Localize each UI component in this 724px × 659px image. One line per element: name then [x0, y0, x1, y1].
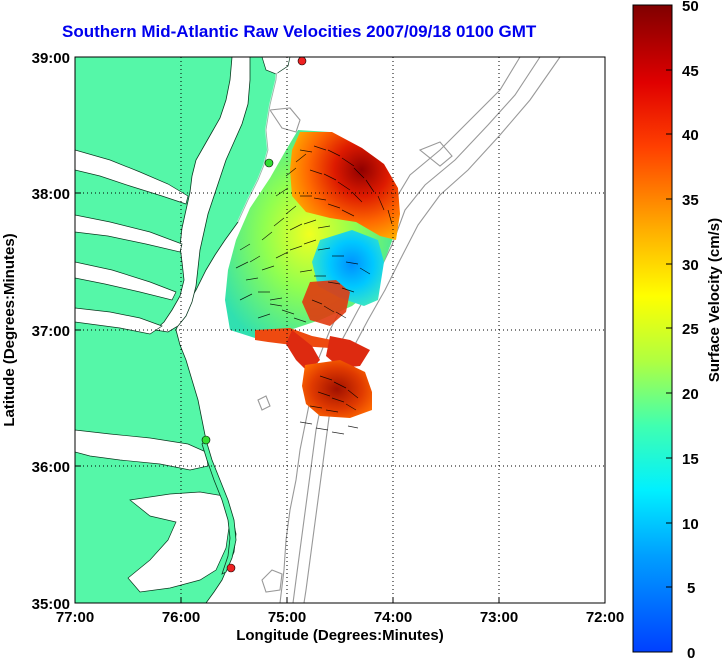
x-tick-label: 75:00 — [268, 609, 306, 626]
map-title: Southern Mid-Atlantic Raw Velocities 200… — [62, 22, 537, 41]
x-tick-label: 72:00 — [586, 609, 624, 626]
colorbar-label: Surface Velocity (cm/s) — [706, 218, 723, 382]
x-tick-label: 76:00 — [162, 609, 200, 626]
y-tick-label: 36:00 — [32, 459, 70, 476]
colorbar-ticks — [666, 4, 672, 653]
colorbar-tick-label: 10 — [682, 516, 699, 533]
colorbar-tick-label: 20 — [682, 386, 699, 403]
hatteras-site-marker — [226, 563, 236, 573]
york-river — [75, 261, 177, 301]
colorbar-tick-label: 35 — [682, 192, 699, 209]
tick-marks — [74, 56, 606, 604]
y-tick-label: 39:00 — [32, 50, 70, 67]
chesapeake-bay — [154, 57, 251, 333]
x-tick-label: 73:00 — [480, 609, 518, 626]
y-tick-label: 37:00 — [32, 323, 70, 340]
y-tick-label: 35:00 — [32, 596, 70, 613]
grid-lines — [75, 57, 605, 603]
velocity-field — [225, 130, 400, 435]
colorbar-tick-label: 40 — [682, 127, 699, 144]
colorbar-tick-label: 45 — [682, 63, 699, 80]
pamlico-sound — [127, 491, 231, 593]
north-site-marker — [297, 57, 307, 66]
colorbar-tick-label: 30 — [682, 257, 699, 274]
duck-site-marker — [201, 435, 211, 445]
x-tick-label: 77:00 — [56, 609, 94, 626]
rappahannock-river — [75, 214, 183, 253]
colorbar-tick-label: 25 — [682, 321, 699, 338]
colorbar — [632, 4, 673, 653]
cape-henlopen-site-marker — [264, 158, 274, 168]
x-axis-label: Longitude (Degrees:Minutes) — [236, 627, 444, 644]
james-river — [75, 307, 163, 335]
outer-banks — [201, 439, 237, 575]
colorbar-tick-label: 50 — [682, 0, 699, 15]
albemarle-sound — [75, 429, 209, 471]
delaware-bay — [261, 57, 291, 75]
potomac-river — [75, 149, 189, 205]
colorbar-tick-label: 5 — [687, 580, 695, 597]
colorbar-tick-label: 0 — [687, 645, 695, 659]
colorbar-tick-label: 15 — [682, 451, 699, 468]
y-axis-label: Latitude (Degrees:Minutes) — [1, 233, 18, 426]
y-tick-label: 38:00 — [32, 186, 70, 203]
x-tick-label: 74:00 — [374, 609, 412, 626]
